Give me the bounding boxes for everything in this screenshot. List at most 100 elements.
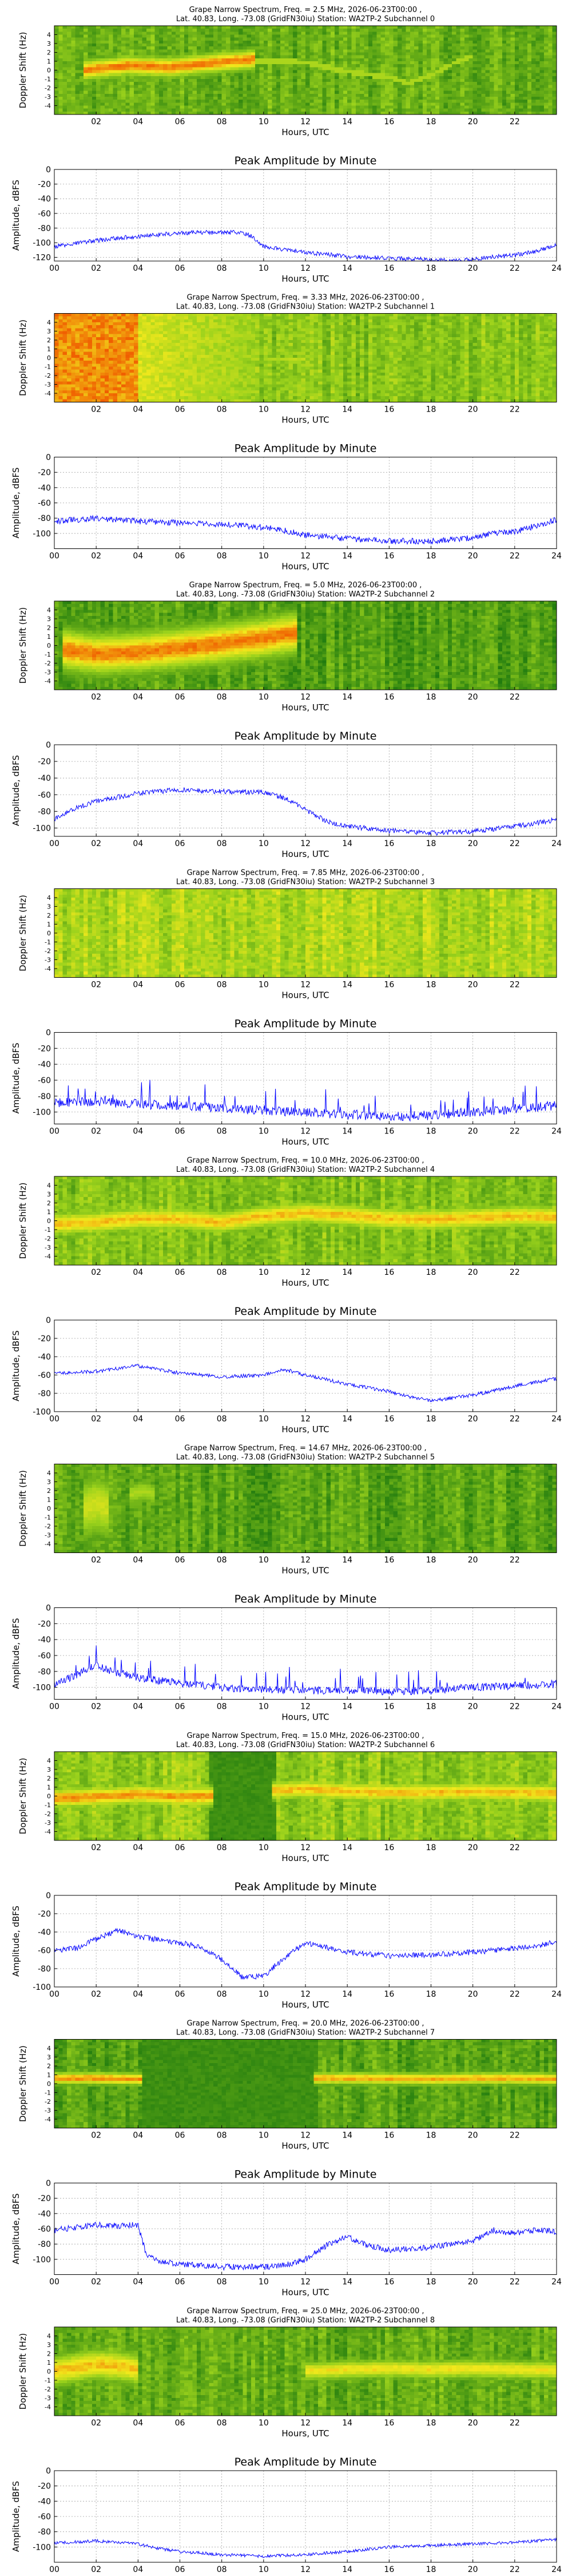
- heatmap-cell: [309, 58, 315, 62]
- heatmap-cell: [171, 90, 176, 94]
- heatmap-cell: [217, 376, 223, 379]
- heatmap-cell: [476, 90, 482, 94]
- heatmap-cell: [184, 97, 189, 100]
- heatmap-cell: [406, 73, 411, 77]
- heatmap-cell: [422, 40, 427, 44]
- heatmap-cell: [54, 64, 59, 68]
- heatmap-cell: [234, 40, 239, 44]
- heatmap-cell: [230, 31, 235, 35]
- heatmap-cell: [104, 93, 109, 97]
- heatmap-cell: [104, 316, 109, 320]
- heatmap-cell: [117, 46, 122, 50]
- heatmap-cell: [62, 93, 67, 97]
- heatmap-cell: [230, 361, 235, 364]
- heatmap-cell: [293, 73, 297, 77]
- heatmap-cell: [71, 354, 76, 358]
- heatmap-cell: [263, 90, 268, 94]
- heatmap-cell: [66, 390, 72, 394]
- heatmap-cell: [71, 328, 76, 332]
- heatmap-cell: [176, 52, 181, 56]
- heatmap-cell: [456, 93, 461, 97]
- heatmap-cell: [196, 82, 201, 85]
- heatmap-cell: [402, 108, 407, 112]
- heatmap-cell: [201, 55, 205, 59]
- heatmap-cell: [489, 46, 494, 50]
- heatmap-cell: [62, 105, 67, 109]
- heatmap-cell: [113, 319, 118, 323]
- heatmap-cell: [88, 387, 93, 391]
- heatmap-cell: [552, 93, 557, 97]
- heatmap-cell: [117, 313, 122, 317]
- heatmap-cell: [142, 361, 147, 364]
- heatmap-cell: [276, 93, 281, 97]
- heatmap-cell: [54, 90, 59, 94]
- heatmap-cell: [472, 82, 478, 85]
- heatmap-cell: [339, 55, 344, 59]
- heatmap-cell: [196, 346, 201, 350]
- heatmap-cell: [117, 325, 122, 329]
- x-tick-label: 16: [384, 117, 394, 127]
- heatmap-cell: [552, 44, 557, 47]
- heatmap-cell: [71, 37, 76, 41]
- heatmap-cell: [176, 102, 181, 106]
- heatmap-cell: [284, 64, 289, 68]
- heatmap-cell: [238, 49, 243, 53]
- heatmap-cell: [510, 61, 515, 65]
- heatmap-cell: [205, 88, 210, 92]
- heatmap-cell: [255, 76, 260, 80]
- heatmap-cell: [301, 88, 306, 92]
- heatmap-cell: [79, 61, 84, 65]
- heatmap-cell: [196, 313, 201, 317]
- heatmap-cell: [163, 37, 168, 41]
- heatmap-cell: [154, 384, 160, 388]
- heatmap-cell: [84, 76, 89, 80]
- heatmap-cell: [134, 55, 138, 59]
- heatmap-cell: [213, 334, 218, 338]
- heatmap-cell: [125, 85, 130, 89]
- heatmap-cell: [502, 102, 507, 106]
- heatmap-cell: [280, 34, 285, 38]
- heatmap-cell: [523, 29, 528, 32]
- heatmap-cell: [443, 55, 448, 59]
- heatmap-cell: [113, 361, 118, 364]
- heatmap-cell: [213, 58, 218, 62]
- heatmap-cell: [201, 396, 205, 400]
- heatmap-cell: [234, 49, 239, 53]
- heatmap-cell: [435, 52, 440, 56]
- heatmap-cell: [213, 343, 218, 346]
- heatmap-cell: [79, 97, 84, 100]
- y-tick-label: 3: [47, 40, 51, 48]
- heatmap-cell: [402, 31, 407, 35]
- heatmap-cell: [88, 381, 93, 385]
- heatmap-cell: [247, 44, 252, 47]
- heatmap-cell: [75, 322, 80, 326]
- heatmap-cell: [146, 343, 151, 346]
- heatmap-cell: [104, 85, 109, 89]
- heatmap-cell: [372, 90, 377, 94]
- heatmap-cell: [234, 31, 239, 35]
- heatmap-cell: [422, 88, 427, 92]
- heatmap-cell: [62, 331, 67, 335]
- heatmap-cell: [121, 322, 126, 326]
- heatmap-cell: [255, 88, 260, 92]
- heatmap-cell: [343, 67, 348, 71]
- heatmap-cell: [313, 76, 319, 80]
- heatmap-cell: [201, 31, 205, 35]
- heatmap-cell: [435, 76, 440, 80]
- heatmap-cell: [385, 102, 390, 106]
- heatmap-cell: [84, 40, 89, 44]
- heatmap-cell: [84, 58, 89, 62]
- heatmap-cell: [372, 100, 377, 103]
- heatmap-cell: [129, 396, 134, 400]
- heatmap-cell: [163, 337, 168, 341]
- heatmap-cell: [100, 29, 105, 32]
- heatmap-cell: [372, 102, 377, 106]
- heatmap-cell: [272, 61, 277, 65]
- heatmap-cell: [58, 105, 63, 109]
- heatmap-cell: [217, 384, 223, 388]
- heatmap-cell: [472, 34, 478, 38]
- heatmap-cell: [494, 93, 499, 97]
- heatmap-cell: [201, 337, 205, 341]
- heatmap-cell: [531, 44, 537, 47]
- heatmap-cell: [96, 64, 101, 68]
